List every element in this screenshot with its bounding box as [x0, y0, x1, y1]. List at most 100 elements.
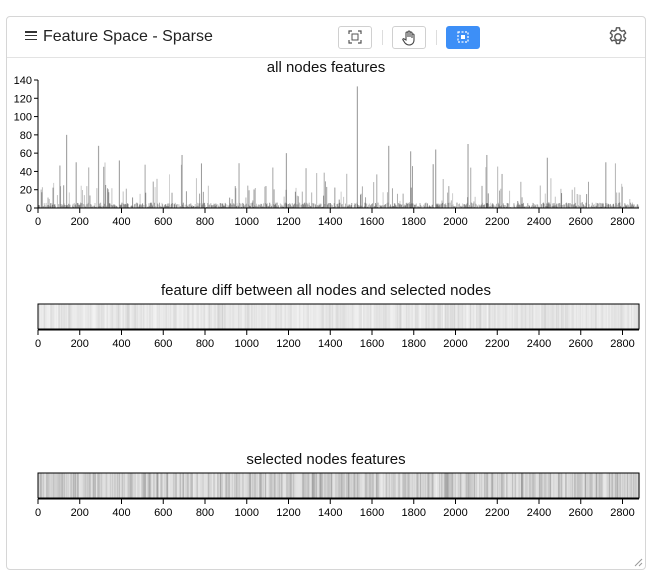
gear-icon[interactable]: [607, 26, 629, 48]
heatmap-cell: [254, 473, 256, 498]
heatmap-cell: [513, 304, 516, 329]
heatmap-cell: [620, 304, 622, 329]
heatmap-cell: [284, 304, 287, 329]
heatmap-cell: [260, 473, 262, 498]
heatmap-cell: [58, 304, 61, 329]
heatmap-cell: [594, 473, 596, 498]
heatmap-cell: [280, 304, 283, 329]
heatmap-cell: [514, 473, 517, 498]
heatmap-cell: [633, 473, 635, 498]
heatmap-cell: [564, 304, 567, 329]
heatmap-cell: [480, 473, 483, 498]
heatmap-cell: [69, 304, 72, 329]
heatmap-cell: [597, 304, 600, 329]
heatmap-cell: [622, 473, 624, 498]
heatmap-cell: [224, 304, 226, 329]
heatmap-cell: [538, 473, 540, 498]
heatmap-cell: [372, 473, 375, 498]
heatmap-cell: [350, 304, 352, 329]
heatmap-cell: [68, 304, 71, 329]
heatmap-cell: [51, 473, 53, 498]
heatmap-cell: [294, 473, 297, 498]
heatmap-cell: [415, 473, 418, 498]
pan-button[interactable]: [392, 26, 426, 49]
x-tick-label: 2200: [485, 507, 509, 519]
heatmap-cell: [86, 473, 89, 498]
heatmap-cell: [524, 304, 526, 329]
x-tick-label: 800: [196, 338, 214, 350]
heatmap-cell: [316, 473, 318, 498]
heatmap-cell: [50, 304, 52, 329]
heatmap-cell: [367, 473, 369, 498]
menu-icon[interactable]: [25, 31, 37, 41]
heatmap-cell: [319, 473, 321, 498]
heatmap-cell: [557, 304, 559, 329]
heatmap-cell: [410, 473, 412, 498]
heatmap-cell: [571, 473, 573, 498]
heatmap-cell: [522, 473, 524, 498]
heatmap-cell: [396, 304, 398, 329]
heatmap-cell: [596, 473, 598, 498]
heatmap-cell: [142, 304, 145, 329]
heatmap-cell: [58, 473, 60, 498]
heatmap-cell: [485, 473, 487, 498]
heatmap-cell: [445, 473, 447, 498]
heatmap-cell: [365, 304, 367, 329]
heatmap-cell: [344, 473, 346, 498]
heatmap-cell: [490, 473, 492, 498]
heatmap-cell: [483, 473, 486, 498]
heatmap-cell: [503, 473, 505, 498]
x-tick-label: 2000: [443, 216, 467, 228]
heatmap-cell: [281, 473, 283, 498]
heatmap-cell: [541, 304, 543, 329]
heatmap-cell: [220, 473, 222, 498]
heatmap-cell: [130, 473, 132, 498]
heatmap-cell: [99, 473, 102, 498]
heatmap-cell: [577, 473, 579, 498]
heatmap-cell: [627, 304, 629, 329]
heatmap-cell: [428, 304, 431, 329]
heatmap-cell: [100, 304, 102, 329]
heatmap-cell: [341, 473, 343, 498]
heatmap-cell: [235, 473, 237, 498]
heatmap-cell: [65, 304, 67, 329]
heatmap-cell: [587, 473, 589, 498]
heatmap-cell: [39, 473, 41, 498]
heatmap-cell: [464, 473, 466, 498]
heatmap-cell: [513, 473, 516, 498]
heatmap-cell: [471, 473, 473, 498]
heatmap-cell: [427, 473, 429, 498]
heatmap-cell: [539, 473, 542, 498]
heatmap-cell: [343, 304, 345, 329]
heatmap-cell: [539, 473, 541, 498]
heatmap-cell: [115, 304, 117, 329]
box-select-icon: [457, 31, 469, 43]
heatmap-cell: [61, 473, 63, 498]
heatmap-cell: [442, 473, 444, 498]
heatmap-cell: [288, 304, 291, 329]
feature-bars: [37, 86, 640, 208]
heatmap-cell: [351, 304, 353, 329]
heatmap-cell: [65, 473, 67, 498]
heatmap-cell: [399, 304, 402, 329]
resize-handle-icon[interactable]: [633, 557, 643, 567]
heatmap-cell: [320, 473, 322, 498]
x-tick-label: 200: [71, 216, 89, 228]
heatmap-cell: [238, 473, 240, 498]
heatmap-cell: [531, 304, 533, 329]
heatmap-cell: [558, 304, 560, 329]
heatmap-cell: [83, 473, 86, 498]
heatmap-cell: [382, 473, 385, 498]
heatmap-cell: [94, 473, 97, 498]
heatmap-cell: [568, 473, 570, 498]
select-button[interactable]: [446, 26, 480, 49]
heatmap-cell: [43, 304, 46, 329]
heatmap-cell: [503, 473, 506, 498]
heatmap-cell: [293, 473, 295, 498]
fit-view-button[interactable]: [338, 26, 372, 49]
heatmap-cell: [360, 304, 363, 329]
heatmap-cell: [53, 473, 55, 498]
heatmap-cell: [551, 304, 553, 329]
heatmap-cell: [339, 304, 342, 329]
